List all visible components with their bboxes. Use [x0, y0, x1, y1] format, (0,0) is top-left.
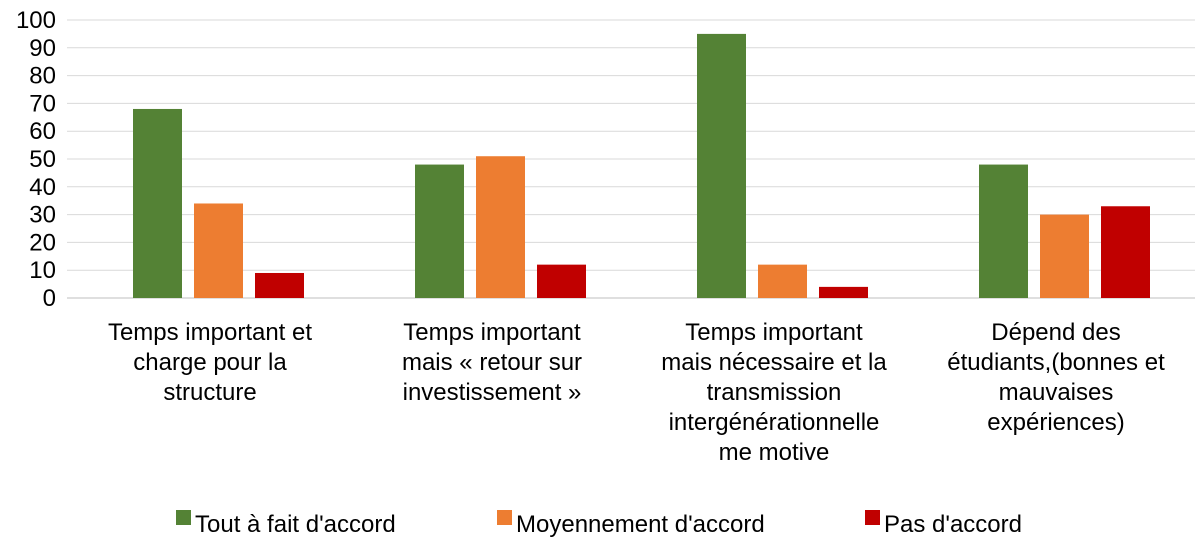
- bar: [697, 33, 746, 299]
- y-tick-label: 60: [29, 118, 56, 145]
- bar: [415, 164, 464, 298]
- legend-label: Pas d'accord: [884, 511, 1022, 538]
- x-category-label-line: Temps important et: [108, 319, 312, 346]
- x-category-label-line: expériences): [987, 409, 1124, 436]
- x-category-label-line: charge pour la: [133, 349, 287, 376]
- bars: [133, 33, 1150, 299]
- y-tick-label: 70: [29, 90, 56, 117]
- y-tick-label: 40: [29, 174, 56, 201]
- bar: [819, 286, 868, 298]
- x-category-label: Temps important et charge pour la structur…: [108, 319, 312, 406]
- legend-swatch: [865, 510, 880, 525]
- legend-entry: Tout à fait d'accord: [176, 510, 396, 538]
- legend-label: Moyennement d'accord: [516, 511, 765, 538]
- y-tick-label: 0: [43, 285, 56, 312]
- x-category-label-line: investissement »: [403, 379, 582, 406]
- x-category-label-line: intergénérationnelle: [669, 409, 880, 436]
- y-tick-label: 20: [29, 229, 56, 256]
- legend-swatch: [176, 510, 191, 525]
- gridlines: [67, 19, 1195, 299]
- bar: [255, 272, 304, 298]
- bar: [133, 108, 182, 299]
- x-category-label-line: Dépend des: [991, 319, 1120, 346]
- x-category-label: Dépend des étudiants,(bonnes et mauvaises e…: [947, 319, 1165, 436]
- legend: Tout à fait d'accord Moyennement d'accord…: [176, 510, 1022, 538]
- y-tick-label: 50: [29, 146, 56, 173]
- x-category-label-line: Temps important: [403, 319, 581, 346]
- bar: [1040, 214, 1089, 298]
- bar: [194, 203, 243, 298]
- legend-entry: Moyennement d'accord: [497, 510, 765, 538]
- legend-swatch: [497, 510, 512, 525]
- x-category-label-line: mais nécessaire et la: [661, 349, 887, 376]
- y-tick-label: 80: [29, 63, 56, 90]
- x-category-label-line: étudiants,(bonnes et: [947, 349, 1165, 376]
- x-category-label-line: Temps important: [685, 319, 863, 346]
- y-tick-label: 100: [16, 7, 56, 34]
- y-tick-label: 10: [29, 257, 56, 284]
- y-tick-label: 30: [29, 202, 56, 229]
- bar: [1101, 206, 1150, 298]
- x-category-label-line: mais « retour sur: [402, 349, 582, 376]
- bar: [476, 156, 525, 298]
- y-tick-label: 90: [29, 35, 56, 62]
- x-category-label: Temps important mais « retour sur investis…: [402, 319, 582, 406]
- x-category-label-line: me motive: [719, 439, 830, 466]
- bar: [979, 164, 1028, 298]
- x-category-label: Temps important mais nécessaire et la tran…: [661, 319, 887, 466]
- x-category-label-line: transmission: [707, 379, 842, 406]
- x-category-label-line: structure: [163, 379, 256, 406]
- bar: [758, 264, 807, 298]
- x-category-label-line: mauvaises: [999, 379, 1114, 406]
- legend-label: Tout à fait d'accord: [195, 511, 396, 538]
- x-axis-labels: Temps important et charge pour la structur…: [108, 319, 1165, 466]
- legend-entry: Pas d'accord: [865, 510, 1022, 538]
- bar: [537, 264, 586, 298]
